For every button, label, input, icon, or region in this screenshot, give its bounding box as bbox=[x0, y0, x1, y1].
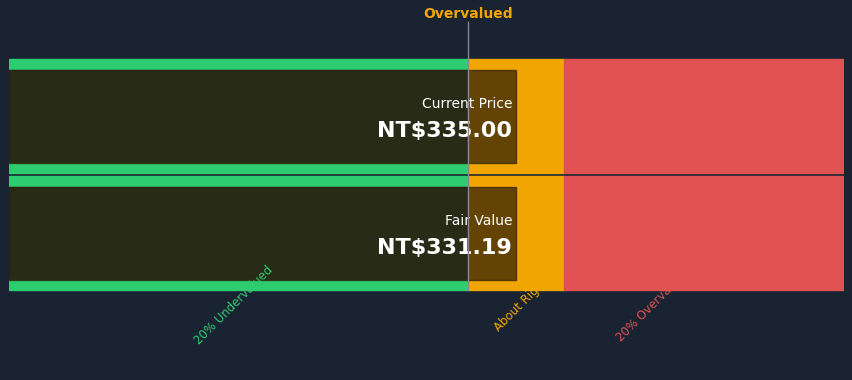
Bar bbox=[564, 70, 843, 163]
Bar bbox=[564, 176, 843, 187]
Bar bbox=[9, 70, 515, 163]
Bar bbox=[564, 280, 843, 290]
Bar bbox=[564, 59, 843, 70]
Text: -1.1%: -1.1% bbox=[430, 0, 505, 3]
Bar bbox=[564, 187, 843, 280]
Text: 20% Overvalued: 20% Overvalued bbox=[613, 266, 692, 344]
Bar bbox=[468, 59, 564, 70]
Text: NT$331.19: NT$331.19 bbox=[377, 238, 511, 258]
Text: NT$335.00: NT$335.00 bbox=[377, 121, 511, 141]
Text: Current Price: Current Price bbox=[421, 97, 511, 111]
Text: 20% Undervalued: 20% Undervalued bbox=[192, 263, 275, 347]
Bar bbox=[468, 280, 564, 290]
Bar bbox=[9, 59, 468, 70]
Bar bbox=[468, 176, 564, 187]
Bar bbox=[9, 70, 468, 163]
Bar bbox=[468, 163, 564, 173]
Text: Fair Value: Fair Value bbox=[444, 214, 511, 228]
Bar bbox=[468, 187, 564, 280]
Bar bbox=[564, 163, 843, 173]
Bar bbox=[9, 280, 468, 290]
Bar bbox=[9, 187, 515, 280]
Text: Overvalued: Overvalued bbox=[423, 7, 513, 21]
Bar bbox=[9, 176, 468, 187]
Bar bbox=[468, 70, 564, 163]
Bar bbox=[9, 187, 468, 280]
Bar bbox=[9, 163, 468, 173]
Text: About Right: About Right bbox=[491, 276, 550, 334]
